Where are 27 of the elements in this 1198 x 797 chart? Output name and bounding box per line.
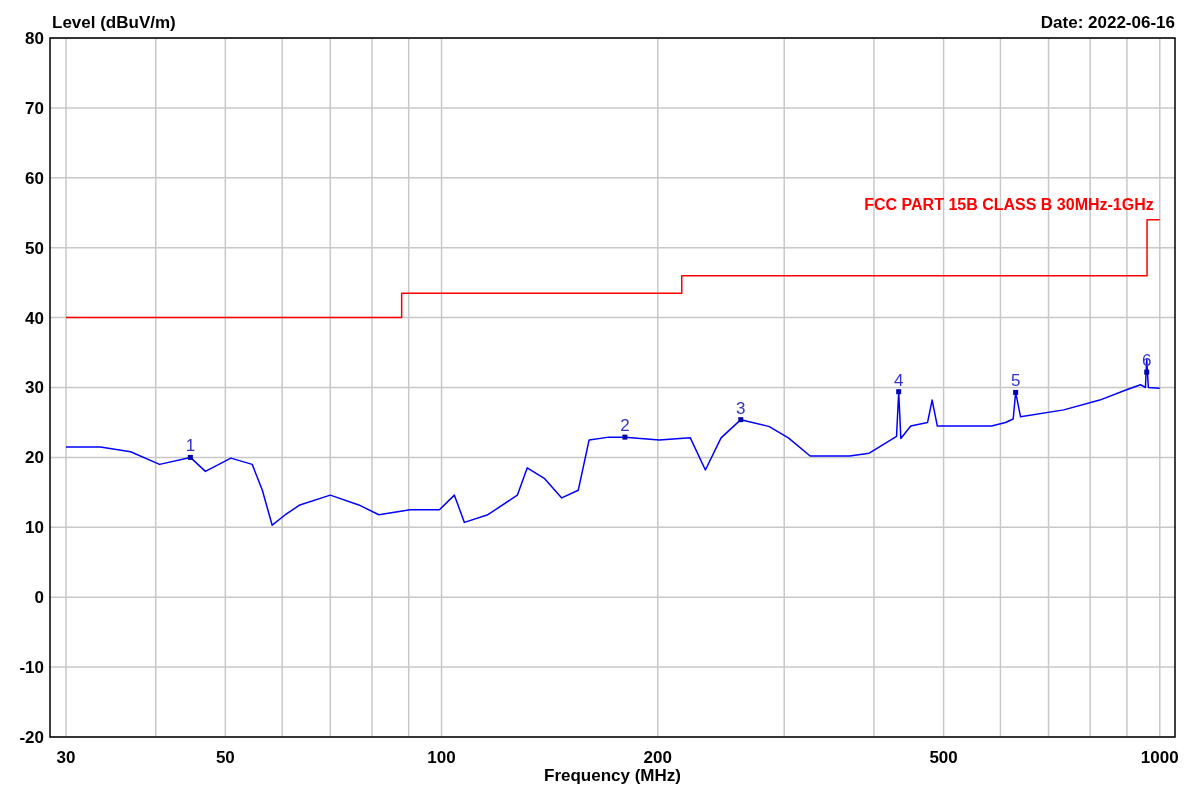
- y-tick-label: 0: [34, 588, 44, 608]
- x-tick-label: 200: [643, 748, 672, 767]
- y-tick-label: 40: [25, 308, 44, 328]
- x-axis-title: Frequency (MHz): [544, 766, 681, 785]
- y-tick-label: -10: [19, 658, 44, 678]
- annotation: 4: [893, 370, 904, 390]
- annotation: 2: [620, 416, 630, 436]
- annotation: 5: [1010, 371, 1021, 391]
- y-tick-label: 50: [25, 238, 44, 258]
- x-tick-label: 50: [215, 748, 235, 767]
- x-tick-label: 1000: [1140, 748, 1179, 767]
- y-tick-label: 30: [25, 378, 44, 398]
- annotation: 1: [185, 436, 196, 456]
- y-tick-label: 60: [25, 168, 44, 188]
- x-tick-label: 30: [56, 748, 76, 767]
- y-tick-label: 70: [25, 98, 44, 118]
- y-tick-label: -20: [19, 727, 44, 747]
- y-tick-label: 10: [25, 518, 44, 538]
- x-tick-label: 100: [427, 748, 456, 767]
- text: Date: 2022-06-16: [1040, 13, 1175, 32]
- y-axis-title: Level (dBuV/m): [52, 13, 176, 32]
- y-tick-label: 20: [25, 448, 44, 468]
- x-tick-label: 500: [929, 748, 958, 767]
- series-label: FCC PART 15B CLASS B 30MHz-1GHz: [864, 195, 1154, 213]
- annotation: 6: [1141, 351, 1152, 371]
- annotation: 3: [736, 398, 746, 418]
- y-tick-label: 80: [25, 28, 44, 48]
